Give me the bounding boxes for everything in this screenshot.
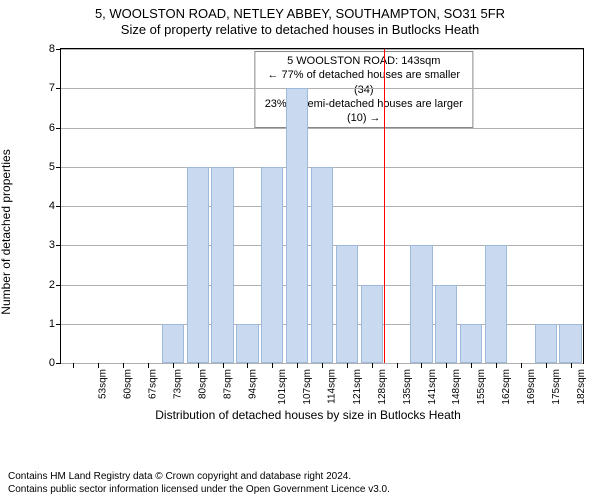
y-axis-label: Number of detached properties — [0, 149, 13, 314]
xtick-mark — [98, 363, 99, 368]
xtick-mark — [446, 363, 447, 368]
xtick-mark — [247, 363, 248, 368]
xtick-mark — [148, 363, 149, 368]
footer-line: Contains HM Land Registry data © Crown c… — [8, 470, 390, 483]
xtick-mark — [546, 363, 547, 368]
ytick-label: 6 — [49, 122, 55, 134]
xtick-mark — [397, 363, 398, 368]
page-title: 5, WOOLSTON ROAD, NETLEY ABBEY, SOUTHAMP… — [0, 6, 600, 22]
ytick-label: 4 — [49, 200, 55, 212]
ytick-mark — [56, 88, 61, 89]
footer-attribution: Contains HM Land Registry data © Crown c… — [8, 470, 390, 496]
footer-line: Contains public sector information licen… — [8, 483, 390, 496]
bar — [162, 324, 184, 363]
chart-container: Number of detached properties 5 WOOLSTON… — [28, 44, 588, 420]
xtick-label: 67sqm — [148, 369, 159, 399]
ytick-mark — [56, 245, 61, 246]
xtick-label: 101sqm — [278, 369, 289, 405]
ytick-label: 8 — [49, 43, 55, 55]
bar — [311, 167, 333, 363]
bar — [211, 167, 233, 363]
xtick-mark — [521, 363, 522, 368]
x-axis-label: Distribution of detached houses by size … — [155, 408, 461, 422]
xtick-mark — [322, 363, 323, 368]
bar — [261, 167, 283, 363]
plot-area: 5 WOOLSTON ROAD: 143sqm ← 77% of detache… — [60, 48, 584, 364]
xtick-mark — [223, 363, 224, 368]
bar — [435, 285, 457, 364]
ytick-mark — [56, 285, 61, 286]
annotation-line: 5 WOOLSTON ROAD: 143sqm — [261, 54, 466, 68]
xtick-mark — [496, 363, 497, 368]
xtick-label: 107sqm — [302, 369, 313, 405]
xtick-label: 87sqm — [222, 369, 233, 399]
xtick-mark — [173, 363, 174, 368]
xtick-mark — [571, 363, 572, 368]
ytick-mark — [56, 128, 61, 129]
bar — [485, 245, 507, 363]
ytick-label: 0 — [49, 357, 55, 369]
xtick-mark — [198, 363, 199, 368]
ytick-label: 7 — [49, 82, 55, 94]
ytick-label: 1 — [49, 318, 55, 330]
xtick-label: 60sqm — [123, 369, 134, 399]
xtick-label: 175sqm — [551, 369, 562, 405]
xtick-label: 135sqm — [402, 369, 413, 405]
xtick-mark — [272, 363, 273, 368]
ytick-mark — [56, 206, 61, 207]
xtick-label: 128sqm — [377, 369, 388, 405]
xtick-mark — [123, 363, 124, 368]
ytick-label: 2 — [49, 279, 55, 291]
bar — [236, 324, 258, 363]
bar — [460, 324, 482, 363]
page-subtitle: Size of property relative to detached ho… — [0, 22, 600, 38]
xtick-label: 141sqm — [427, 369, 438, 405]
reference-line — [384, 49, 385, 363]
xtick-label: 148sqm — [452, 369, 463, 405]
xtick-mark — [73, 363, 74, 368]
bar — [535, 324, 557, 363]
xtick-mark — [471, 363, 472, 368]
xtick-mark — [347, 363, 348, 368]
ytick-label: 3 — [49, 239, 55, 251]
xtick-label: 114sqm — [326, 369, 337, 404]
xtick-mark — [421, 363, 422, 368]
gridline — [61, 49, 583, 50]
ytick-mark — [56, 167, 61, 168]
xtick-label: 53sqm — [98, 369, 109, 399]
bar — [187, 167, 209, 363]
bar — [336, 245, 358, 363]
xtick-label: 155sqm — [476, 369, 487, 405]
ytick-mark — [56, 324, 61, 325]
ytick-mark — [56, 49, 61, 50]
xtick-label: 182sqm — [576, 369, 587, 405]
bar — [410, 245, 432, 363]
ytick-mark — [56, 363, 61, 364]
xtick-label: 94sqm — [247, 369, 258, 399]
xtick-mark — [372, 363, 373, 368]
bar — [361, 285, 383, 364]
xtick-label: 162sqm — [501, 369, 512, 405]
xtick-label: 73sqm — [173, 369, 184, 399]
bar — [286, 88, 308, 363]
ytick-label: 5 — [49, 161, 55, 173]
bar — [559, 324, 581, 363]
xtick-label: 121sqm — [352, 369, 363, 405]
xtick-mark — [297, 363, 298, 368]
xtick-label: 80sqm — [197, 369, 208, 399]
xtick-label: 169sqm — [526, 369, 537, 405]
